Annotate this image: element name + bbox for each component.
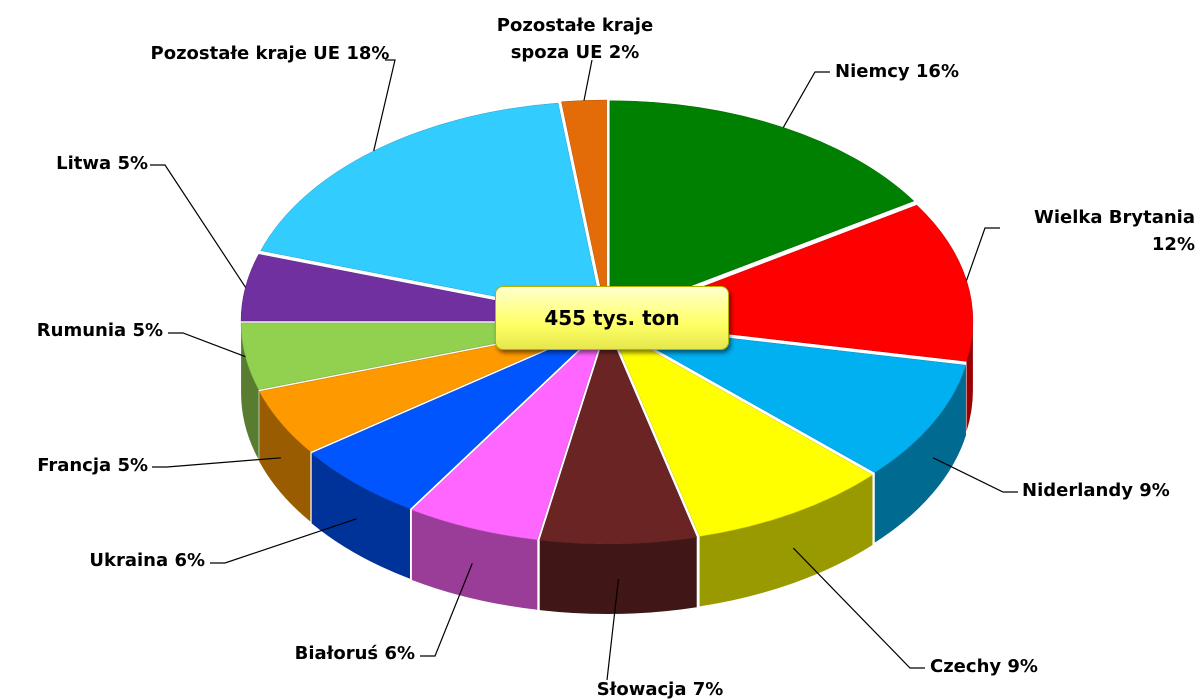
category-label: Ukraina <box>89 550 169 571</box>
value-label: 16% <box>915 61 959 82</box>
value-label: 7% <box>692 679 724 699</box>
slice <box>609 326 873 607</box>
leader-line <box>420 563 473 657</box>
slice-label: Pozostałe kraje spoza UE 2% <box>480 12 670 66</box>
slice-side <box>311 453 410 579</box>
slice <box>561 99 607 317</box>
slice-side <box>966 320 973 432</box>
slice <box>612 324 967 543</box>
slice-top <box>609 326 873 537</box>
slice-label: Litwa 5% <box>0 150 148 177</box>
slice-label: Niderlandy 9% <box>1022 477 1200 504</box>
leader-line <box>792 547 925 669</box>
category-label: Wielka Brytania <box>1034 207 1195 228</box>
value-label: 6% <box>174 550 205 571</box>
center-label: 455 tys. ton <box>495 286 729 350</box>
slice-label: Czechy 9% <box>930 653 1090 680</box>
leader-line <box>583 59 593 101</box>
value-label: 12% <box>1151 234 1195 255</box>
slice-top <box>561 99 607 317</box>
slice-top <box>311 326 604 510</box>
slice <box>258 324 602 522</box>
category-label: Pozostałe kraje spoza UE <box>496 15 654 63</box>
slice-side <box>259 391 311 522</box>
slice-side <box>699 475 873 607</box>
slice-top <box>609 100 915 318</box>
leader-line <box>932 457 1018 493</box>
category-label: Słowacja <box>596 679 687 699</box>
leader-line <box>210 518 357 564</box>
value-label: 5% <box>117 153 148 174</box>
value-label: 9% <box>1007 656 1038 677</box>
category-label: Francja <box>37 455 112 476</box>
slice-label: Pozostałe kraje UE 18% <box>150 40 390 67</box>
category-label: Niemcy <box>835 61 910 82</box>
slice-label: Rumunia 5% <box>0 317 163 344</box>
value-label: 9% <box>1139 480 1170 501</box>
slice-side <box>539 537 697 614</box>
slice-label: Niemcy 16% <box>835 58 1035 85</box>
slice-top <box>411 326 606 541</box>
slice-top <box>612 324 967 473</box>
slice <box>539 327 698 614</box>
slice <box>609 100 915 318</box>
slice-label: Słowacja 7% <box>560 676 760 699</box>
slice-side <box>874 365 966 543</box>
leader-line <box>373 59 396 152</box>
category-label: Niderlandy <box>1022 480 1133 501</box>
leader-line <box>606 578 620 681</box>
category-label: Litwa <box>56 153 112 174</box>
slice-top <box>258 324 602 452</box>
leader-line <box>152 457 281 468</box>
category-label: Białoruś <box>294 643 379 664</box>
value-label: 2% <box>608 42 640 63</box>
value-label: 5% <box>132 320 163 341</box>
slice-label: Wielka Brytania 12% <box>995 204 1195 258</box>
leader-line <box>150 164 247 288</box>
slice-top <box>539 327 698 545</box>
slice-label: Białoruś 6% <box>215 640 415 667</box>
value-label: 5% <box>117 455 148 476</box>
leader-line <box>782 71 830 128</box>
leader-line <box>965 227 1000 281</box>
slice <box>411 326 606 610</box>
category-label: Czechy <box>930 656 1002 677</box>
slice-side <box>411 509 538 610</box>
leader-line <box>168 332 246 358</box>
category-label: Pozostałe kraje UE <box>150 43 341 64</box>
category-label: Rumunia <box>36 320 127 341</box>
slice-label: Francja 5% <box>0 452 148 479</box>
value-label: 18% <box>346 43 390 64</box>
slice <box>311 326 604 579</box>
value-label: 6% <box>384 643 415 664</box>
slice-label: Ukraina 6% <box>5 547 205 574</box>
